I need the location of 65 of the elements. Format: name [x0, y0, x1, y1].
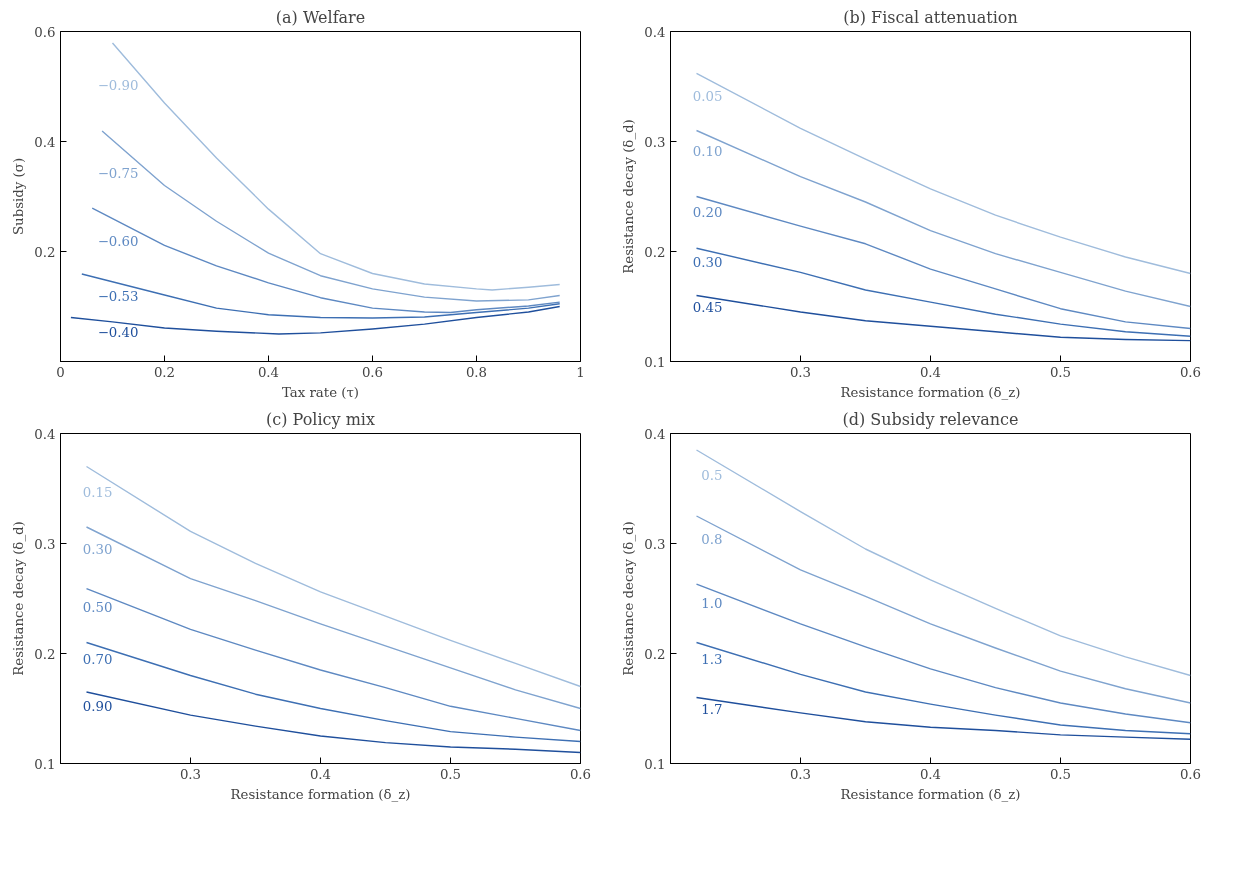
series-label: −0.40 — [97, 325, 139, 341]
y-axis-title: Resistance decay (δ_d) — [621, 521, 637, 676]
x-tick-label: 0.5 — [1049, 364, 1072, 380]
series-label: 1.0 — [701, 595, 723, 611]
series-label: 0.30 — [82, 541, 113, 557]
x-tick-label: 0.4 — [919, 766, 942, 782]
series-label: 0.50 — [82, 600, 113, 616]
series-label: 0.05 — [692, 89, 723, 105]
series-label: 1.7 — [701, 701, 723, 717]
y-axis-title: Resistance decay (δ_d) — [11, 521, 27, 676]
series-label: 0.10 — [692, 143, 723, 159]
x-tick-label: 0.5 — [1049, 766, 1072, 782]
y-axis-title: Resistance decay (δ_d) — [621, 119, 637, 274]
y-tick-label: 0.1 — [34, 756, 56, 772]
y-tick-label: 0.4 — [34, 134, 56, 150]
y-tick-label: 0.2 — [644, 244, 666, 260]
y-tick-label: 0.4 — [644, 24, 666, 40]
x-axis-title: Tax rate (τ) — [281, 384, 360, 400]
x-tick-label: 0.4 — [257, 364, 280, 380]
y-tick-label: 0.2 — [34, 244, 56, 260]
series-label: −0.90 — [97, 77, 139, 93]
x-tick-label: 0.4 — [919, 364, 942, 380]
x-tick-label: 0.4 — [309, 766, 332, 782]
x-tick-label: 0.2 — [153, 364, 176, 380]
x-tick-label: 0.6 — [361, 364, 384, 380]
x-tick-label: 0.6 — [1179, 364, 1202, 380]
y-tick-label: 0.3 — [644, 536, 666, 552]
chart-title: (a) Welfare — [275, 7, 366, 27]
series-label: 0.70 — [82, 652, 113, 668]
series-label: −0.60 — [97, 234, 139, 250]
y-tick-label: 0.1 — [644, 756, 666, 772]
chart-title: (d) Subsidy relevance — [842, 409, 1019, 429]
y-tick-label: 0.4 — [644, 426, 666, 442]
series-label: 1.3 — [701, 651, 723, 667]
x-tick-label: 1 — [576, 364, 585, 380]
x-axis-title: Resistance formation (δ_z) — [840, 384, 1021, 400]
series-label: 0.8 — [701, 531, 723, 547]
series-label: 0.5 — [701, 467, 723, 483]
chart-title: (b) Fiscal attenuation — [843, 7, 1018, 27]
y-tick-label: 0.6 — [34, 24, 56, 40]
x-tick-label: 0.6 — [569, 766, 592, 782]
y-tick-label: 0.4 — [34, 426, 56, 442]
y-tick-label: 0.3 — [644, 134, 666, 150]
y-tick-label: 0.3 — [34, 536, 56, 552]
y-axis-title: Subsidy (σ) — [11, 157, 27, 236]
x-axis-title: Resistance formation (δ_z) — [840, 786, 1021, 802]
y-tick-label: 0.1 — [644, 354, 666, 370]
x-tick-label: 0.5 — [439, 766, 462, 782]
series-label: 0.45 — [692, 300, 723, 316]
x-tick-label: 0.6 — [1179, 766, 1202, 782]
y-tick-label: 0.2 — [644, 646, 666, 662]
chart-title: (c) Policy mix — [266, 409, 375, 429]
x-tick-label: 0.3 — [789, 766, 812, 782]
x-tick-label: 0.3 — [789, 364, 812, 380]
series-label: 0.20 — [692, 205, 723, 221]
series-label: −0.53 — [97, 289, 139, 305]
series-label: −0.75 — [97, 166, 139, 182]
series-label: 0.30 — [692, 255, 723, 271]
x-tick-label: 0.8 — [465, 364, 488, 380]
series-label: 0.15 — [82, 485, 113, 501]
series-label: 0.90 — [82, 698, 113, 714]
x-tick-label: 0 — [56, 364, 65, 380]
y-tick-label: 0.2 — [34, 646, 56, 662]
x-tick-label: 0.3 — [179, 766, 202, 782]
x-axis-title: Resistance formation (δ_z) — [230, 786, 411, 802]
